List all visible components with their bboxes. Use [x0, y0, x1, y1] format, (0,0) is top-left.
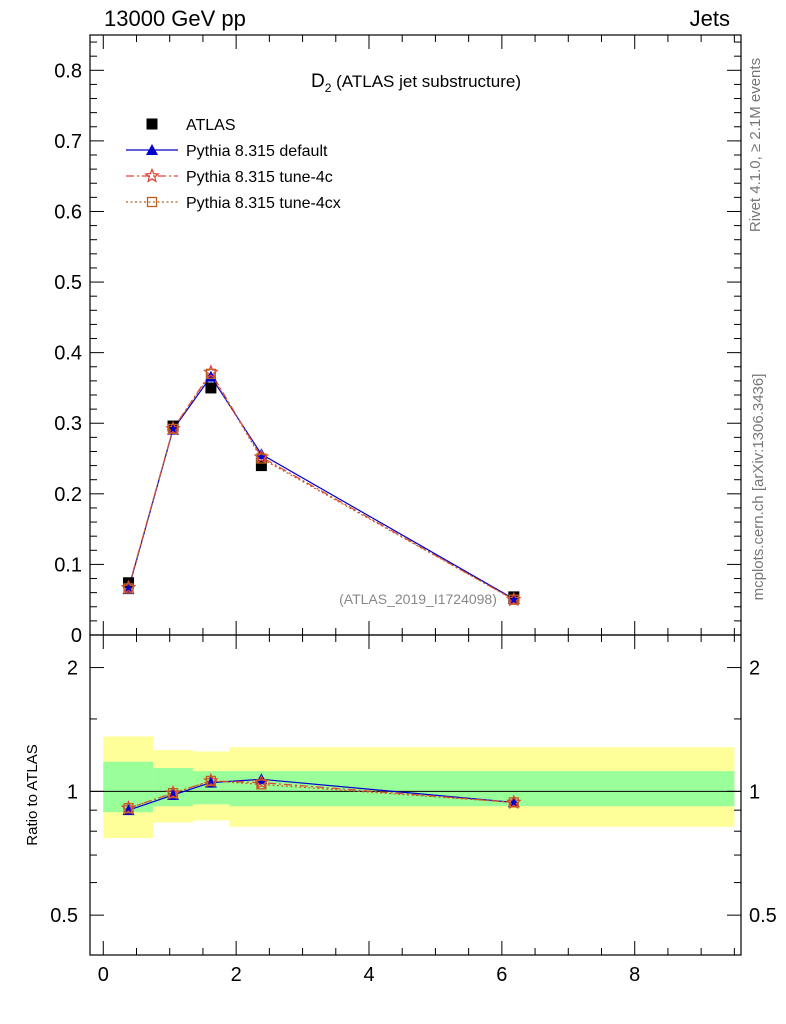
main-y-tick-label: 0.8 [54, 60, 82, 82]
main-y-tick-label: 0.7 [54, 131, 82, 153]
legend-label-tune4cx: Pythia 8.315 tune-4cx [186, 195, 341, 212]
title-main: D [311, 71, 325, 92]
title-subscript: 2 [325, 81, 332, 95]
main-y-tick-label: 0.4 [54, 343, 82, 365]
main-point-tune4cx [123, 583, 134, 594]
ratio-y-tick-label-left: 0.5 [50, 905, 78, 927]
ratio-point-tune4cx [256, 779, 267, 790]
x-tick-label: 4 [363, 964, 374, 986]
main-line-tune4c [127, 371, 515, 601]
x-tick-label: 8 [629, 964, 640, 986]
ratio-frame [89, 634, 742, 956]
legend-label-tune4c: Pythia 8.315 tune-4c [186, 169, 333, 186]
ratio-y-tick-label-right: 1 [749, 781, 760, 803]
ratio-y-tick-label-left: 1 [67, 781, 78, 803]
legend-label-default: Pythia 8.315 default [186, 143, 328, 160]
main-point-tune4cx [256, 453, 267, 464]
ratio-point-tune4cx [123, 803, 134, 814]
main-y-tick-label: 0.3 [54, 413, 82, 435]
main-y-tick-label: 0.1 [54, 554, 82, 576]
legend-marker-atlas [146, 118, 158, 130]
main-point-tune4cx [167, 423, 179, 435]
chart-title: D2 (ATLAS jet substructure) [311, 71, 521, 95]
main-point-tune4cx [508, 594, 519, 605]
ratio-y-tick-label-right: 2 [749, 658, 760, 680]
ratio-point-default [255, 773, 268, 785]
main-y-tick-label: 0.5 [54, 272, 82, 294]
jets-label: Jets [689, 6, 730, 31]
main-y-tick-label: 0.2 [54, 484, 82, 506]
main-point-atlas [205, 382, 217, 394]
analysis-watermark: (ATLAS_2019_I1724098) [339, 591, 497, 607]
title-rest: (ATLAS jet substructure) [331, 72, 521, 91]
ratio-point-tune4cx [205, 775, 217, 787]
energy-label: 13000 GeV pp [104, 6, 246, 31]
ratio-point-tune4cx [508, 797, 519, 808]
ratio-point-tune4cx [167, 787, 179, 799]
main-y-tick-label: 0 [71, 625, 82, 647]
legend-marker-tune4c [144, 167, 160, 183]
main-point-atlas [255, 460, 267, 472]
ratio-band-inner [229, 771, 735, 807]
main-point-tune4cx [205, 368, 217, 379]
x-tick-label: 0 [98, 964, 109, 986]
x-tick-label: 2 [231, 964, 242, 986]
ratio-y-tick-label-right: 0.5 [749, 905, 777, 927]
legend-label-atlas: ATLAS [186, 117, 236, 134]
x-tick-label: 6 [496, 964, 507, 986]
ratio-y-axis-label: Ratio to ATLAS [24, 744, 41, 845]
mcplots-label: mcplots.cern.ch [arXiv:1306.3436] [750, 374, 767, 601]
ratio-y-tick-label-left: 2 [67, 658, 78, 680]
rivet-label: Rivet 4.1.0, ≥ 2.1M events [747, 58, 764, 232]
legend-marker-tune4cx [146, 196, 158, 208]
main-y-tick-label: 0.6 [54, 201, 82, 223]
